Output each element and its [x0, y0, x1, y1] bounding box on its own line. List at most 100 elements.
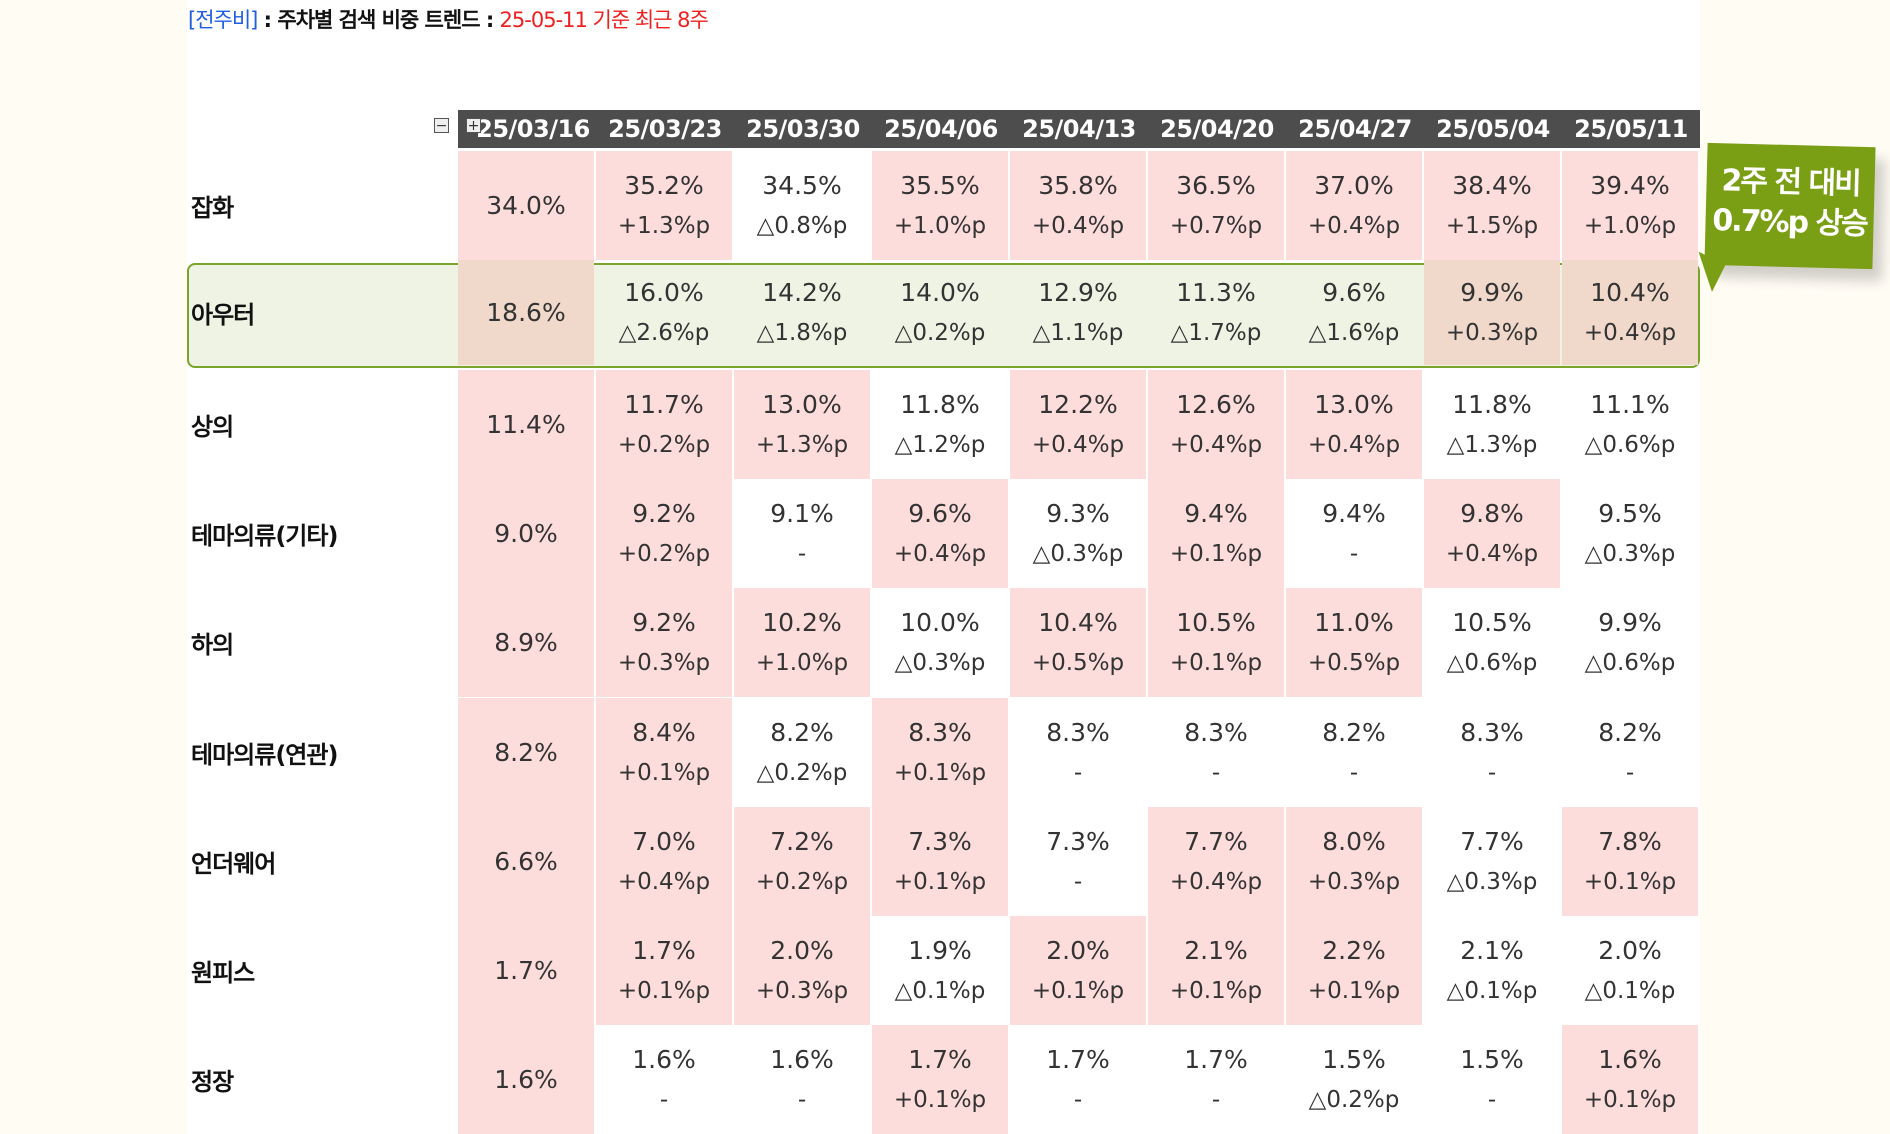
- cell-change: -: [1487, 1086, 1497, 1113]
- cell-change: -: [1349, 759, 1359, 786]
- cell-share: 1.6%: [632, 1044, 696, 1074]
- cell-share: 14.2%: [762, 277, 842, 307]
- table-cell: 1.6% -: [596, 1025, 732, 1134]
- cell-share: 39.4%: [1590, 170, 1670, 200]
- cell-change: +0.1%p: [1583, 1086, 1677, 1113]
- table-cell: 7.2% +0.2%p: [734, 807, 870, 916]
- cell-change: +0.1%p: [1031, 977, 1125, 1004]
- title-subtitle: 25-05-11 기준 최근 8주: [499, 8, 709, 32]
- cell-change: △0.3%p: [1032, 540, 1124, 567]
- table-cell: 12.2% +0.4%p: [1010, 370, 1146, 479]
- cell-change: -: [797, 1086, 807, 1113]
- table-cell: 10.5% △0.6%p: [1424, 588, 1560, 697]
- cell-change: +1.3%p: [617, 212, 711, 239]
- cell-share: 2.0%: [1598, 935, 1662, 965]
- cell-share: 1.6%: [494, 1064, 558, 1094]
- table-cell: 1.7% -: [1148, 1025, 1284, 1134]
- table-cell: 11.0% +0.5%p: [1286, 588, 1422, 697]
- table-row: 하의 8.9% 9.2% +0.3%p 10.2% +1.0%p 10.0% △0.3%p 10…: [187, 588, 1700, 697]
- cell-change: +0.4%p: [1031, 212, 1125, 239]
- cell-change: +0.4%p: [1583, 319, 1677, 346]
- cell-share: 1.6%: [770, 1044, 834, 1074]
- row-label: 언더웨어: [191, 850, 276, 878]
- cell-change: △0.1%p: [1446, 977, 1538, 1004]
- cell-share: 2.1%: [1184, 935, 1248, 965]
- cell-change: +0.4%p: [1445, 540, 1539, 567]
- column-header: 25/03/16: [476, 115, 590, 143]
- table-cell: 11.7% +0.2%p: [596, 370, 732, 479]
- cell-share: 12.9%: [1038, 277, 1118, 307]
- column-header: 25/03/23: [608, 115, 722, 143]
- cell-change: △1.2%p: [894, 431, 986, 458]
- table-cell: 39.4% +1.0%p: [1562, 151, 1698, 260]
- table-cell: 13.0% +0.4%p: [1286, 370, 1422, 479]
- table-cell: 2.0% △0.1%p: [1562, 916, 1698, 1025]
- cell-share: 1.7%: [1046, 1044, 1110, 1074]
- table-cell: 14.2% △1.8%p: [734, 260, 870, 365]
- cell-change: +1.5%p: [1445, 212, 1539, 239]
- table-cell: 1.7% -: [1010, 1025, 1146, 1134]
- callout-badge: 2주 전 대비 0.7%p 상승: [1685, 142, 1876, 292]
- cell-change: -: [1349, 540, 1359, 567]
- cell-change: +0.2%p: [617, 540, 711, 567]
- expand-icon[interactable]: +: [466, 118, 481, 134]
- table-row: 테마의류(연관) 8.2% 8.4% +0.1%p 8.2% △0.2%p 8.3% +0.1…: [187, 698, 1700, 807]
- cell-share: 10.5%: [1176, 607, 1256, 637]
- cell-share: 8.3%: [908, 717, 972, 747]
- cell-share: 8.0%: [1322, 826, 1386, 856]
- cell-change: △1.1%p: [1032, 319, 1124, 346]
- cell-share: 14.0%: [900, 277, 980, 307]
- cell-share: 13.0%: [762, 389, 842, 419]
- table-cell: 18.6%: [458, 260, 594, 365]
- cell-share: 1.9%: [908, 935, 972, 965]
- cell-change: +0.2%p: [755, 868, 849, 895]
- table-cell: 35.5% +1.0%p: [872, 151, 1008, 260]
- callout-line1: 2주 전 대비: [1721, 163, 1861, 202]
- table-cell: 12.9% △1.1%p: [1010, 260, 1146, 365]
- cell-change: -: [659, 1086, 669, 1113]
- cell-share: 9.5%: [1598, 498, 1662, 528]
- cell-share: 16.0%: [624, 277, 704, 307]
- cell-share: 8.2%: [494, 737, 558, 767]
- table-cell: 10.2% +1.0%p: [734, 588, 870, 697]
- cell-share: 10.4%: [1590, 277, 1670, 307]
- cell-change: -: [1073, 759, 1083, 786]
- table-cell: 11.3% △1.7%p: [1148, 260, 1284, 365]
- cell-change: +0.1%p: [617, 759, 711, 786]
- collapse-icon[interactable]: −: [434, 118, 449, 134]
- cell-share: 8.9%: [494, 627, 558, 657]
- cell-change: -: [1625, 759, 1635, 786]
- cell-change: +1.0%p: [1583, 212, 1677, 239]
- table-cell: 9.8% +0.4%p: [1424, 479, 1560, 588]
- cell-share: 2.0%: [1046, 935, 1110, 965]
- cell-change: +0.4%p: [1169, 868, 1263, 895]
- cell-change: +0.3%p: [1307, 868, 1401, 895]
- cell-change: △0.3%p: [1446, 868, 1538, 895]
- table-cell: 1.9% △0.1%p: [872, 916, 1008, 1025]
- table-cell: 10.4% +0.5%p: [1010, 588, 1146, 697]
- cell-share: 34.5%: [762, 170, 842, 200]
- cell-change: +0.4%p: [893, 540, 987, 567]
- table-cell: 9.0%: [458, 479, 594, 588]
- column-header: 25/04/27: [1298, 115, 1412, 143]
- cell-share: 9.2%: [632, 498, 696, 528]
- table-cell: 8.2% -: [1562, 698, 1698, 807]
- table-cell: 1.6% +0.1%p: [1562, 1025, 1698, 1134]
- cell-share: 7.3%: [908, 826, 972, 856]
- cell-change: -: [1073, 1086, 1083, 1113]
- table-cell: 9.6% △1.6%p: [1286, 260, 1422, 365]
- cell-share: 36.5%: [1176, 170, 1256, 200]
- row-label: 정장: [191, 1068, 234, 1096]
- cell-share: 7.7%: [1460, 826, 1524, 856]
- table-cell: 8.0% +0.3%p: [1286, 807, 1422, 916]
- table-row: 잡화 34.0% 35.2% +1.3%p 34.5% △0.8%p 35.5% +1.0%p…: [187, 151, 1700, 260]
- cell-change: +0.1%p: [893, 1086, 987, 1113]
- cell-share: 9.2%: [632, 607, 696, 637]
- cell-share: 10.5%: [1452, 607, 1532, 637]
- table-cell: 14.0% △0.2%p: [872, 260, 1008, 365]
- table-cell: 11.8% △1.2%p: [872, 370, 1008, 479]
- cell-change: +0.1%p: [1169, 649, 1263, 676]
- table-cell: 1.5% △0.2%p: [1286, 1025, 1422, 1134]
- cell-change: +0.1%p: [1169, 540, 1263, 567]
- cell-change: △0.1%p: [1584, 977, 1676, 1004]
